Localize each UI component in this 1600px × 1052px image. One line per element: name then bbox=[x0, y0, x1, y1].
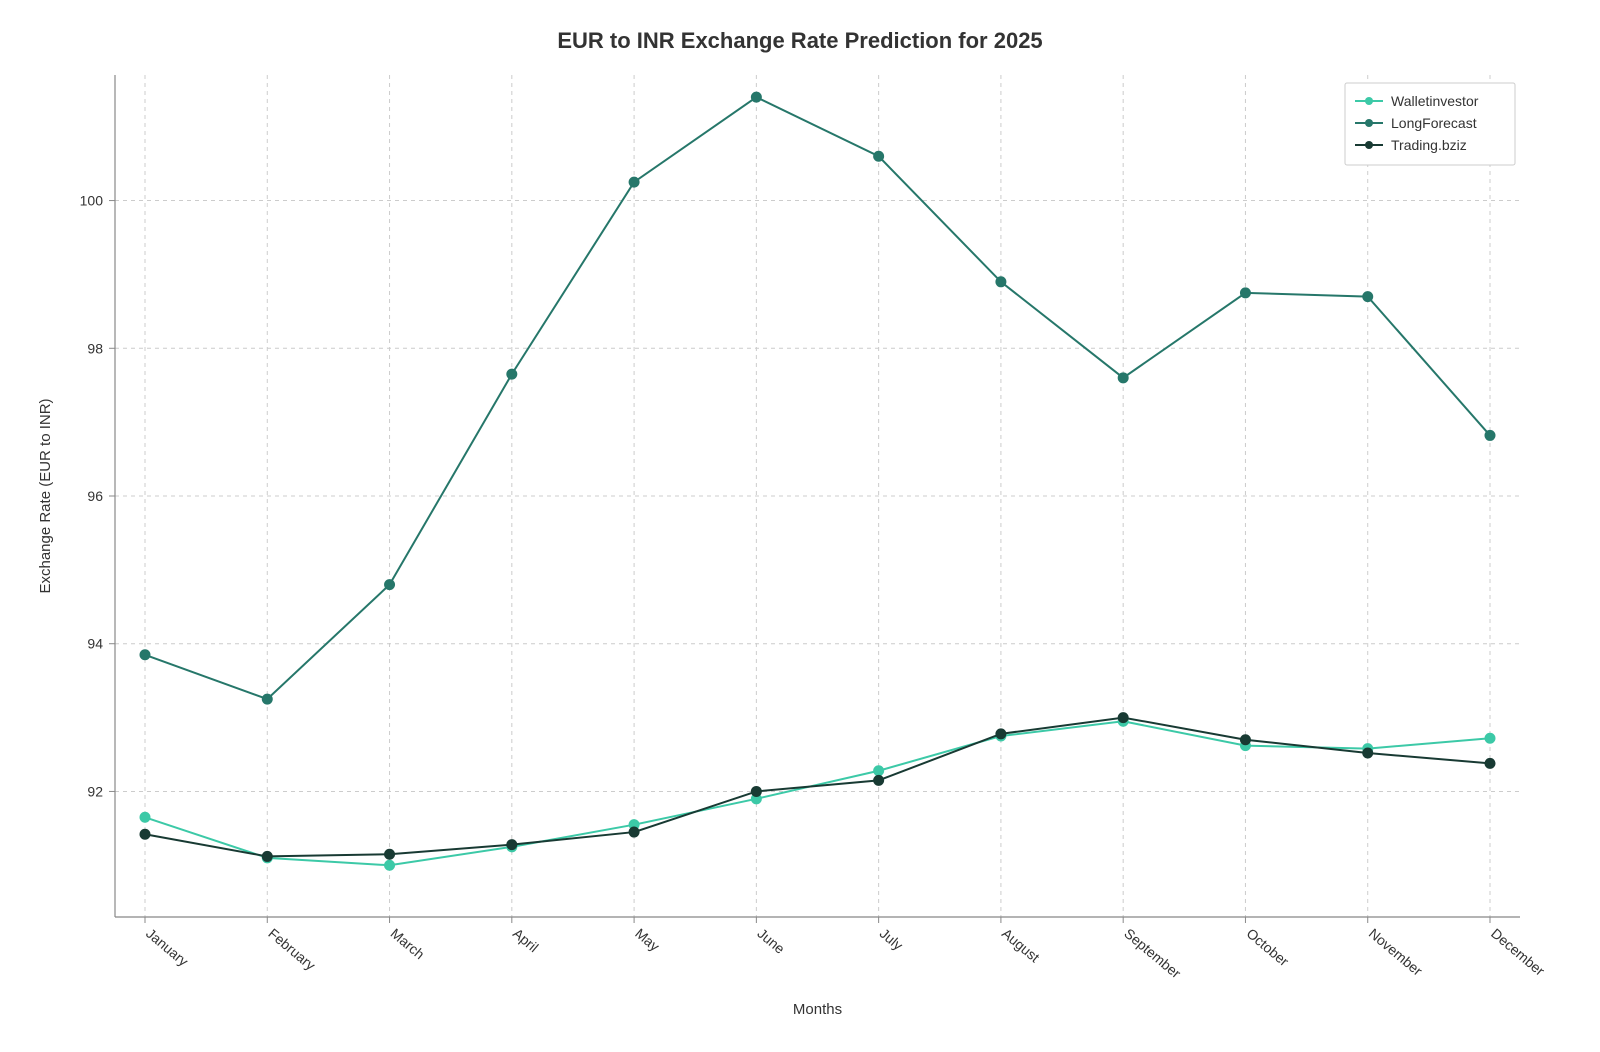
data-point bbox=[385, 849, 395, 859]
data-point bbox=[385, 860, 395, 870]
data-point bbox=[1485, 430, 1495, 440]
data-point bbox=[262, 694, 272, 704]
data-point bbox=[140, 829, 150, 839]
legend-swatch-marker bbox=[1365, 141, 1373, 149]
data-point bbox=[874, 775, 884, 785]
data-point bbox=[1240, 735, 1250, 745]
data-point bbox=[385, 580, 395, 590]
line-chart: 92949698100JanuaryFebruaryMarchAprilMayJ… bbox=[20, 20, 1580, 1032]
data-point bbox=[140, 650, 150, 660]
legend-label: LongForecast bbox=[1391, 115, 1477, 131]
x-axis-label: Months bbox=[793, 1001, 842, 1018]
data-point bbox=[140, 812, 150, 822]
y-tick-label: 96 bbox=[87, 488, 103, 504]
legend-label: Trading.bziz bbox=[1391, 137, 1467, 153]
y-tick-label: 100 bbox=[80, 193, 104, 209]
data-point bbox=[996, 729, 1006, 739]
data-point bbox=[1485, 733, 1495, 743]
legend-swatch-marker bbox=[1365, 119, 1373, 127]
data-point bbox=[507, 840, 517, 850]
legend-swatch-marker bbox=[1365, 97, 1373, 105]
data-point bbox=[262, 851, 272, 861]
data-point bbox=[1118, 373, 1128, 383]
data-point bbox=[1118, 713, 1128, 723]
y-tick-label: 98 bbox=[87, 340, 103, 356]
data-point bbox=[629, 177, 639, 187]
data-point bbox=[1363, 292, 1373, 302]
data-point bbox=[507, 369, 517, 379]
data-point bbox=[1240, 288, 1250, 298]
data-point bbox=[751, 92, 761, 102]
chart-title: EUR to INR Exchange Rate Prediction for … bbox=[557, 28, 1042, 53]
data-point bbox=[996, 277, 1006, 287]
data-point bbox=[1363, 748, 1373, 758]
y-tick-label: 92 bbox=[87, 783, 103, 799]
data-point bbox=[874, 766, 884, 776]
data-point bbox=[1485, 758, 1495, 768]
data-point bbox=[629, 827, 639, 837]
legend-label: Walletinvestor bbox=[1391, 93, 1479, 109]
y-tick-label: 94 bbox=[87, 636, 103, 652]
data-point bbox=[751, 786, 761, 796]
y-axis-label: Exchange Rate (EUR to INR) bbox=[37, 398, 54, 593]
data-point bbox=[874, 151, 884, 161]
chart-container: 92949698100JanuaryFebruaryMarchAprilMayJ… bbox=[20, 20, 1580, 1032]
